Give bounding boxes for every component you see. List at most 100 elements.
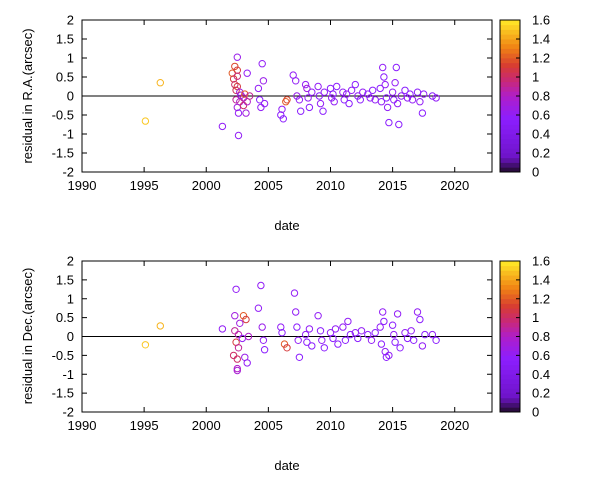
ra-colorbar-band [500, 58, 520, 64]
ra-data-point [328, 94, 336, 102]
dec-data-point [376, 323, 384, 331]
ra-colorbar-tick-label: 1.4 [532, 32, 550, 47]
ra-colorbar-band [500, 67, 520, 73]
ra-colorbar-band [500, 77, 520, 83]
ra-data-point [260, 99, 269, 108]
dec-data-point [339, 323, 347, 331]
dec-colorbar: 0 0.2 0.4 0.6 0.8 1 1.2 1.4 1.6 [499, 254, 550, 420]
ra-data-point [390, 96, 398, 104]
dec-y-tick-label: 0 [67, 329, 74, 344]
ra-data-point [304, 94, 312, 102]
ra-colorbar-band [500, 167, 520, 173]
dec-y-axis-label: residual in Dec.(arcsec) [20, 268, 35, 405]
ra-y-tick-label: -2 [62, 165, 74, 180]
dec-data-point [257, 281, 265, 290]
dec-colorbar-tick-label: 0.8 [532, 329, 550, 344]
dec-colorbar-band [500, 312, 520, 319]
dec-data-point [233, 366, 242, 375]
dec-data-point [421, 330, 429, 339]
ra-colorbar-band [500, 124, 520, 130]
dec-x-tick-label: 2005 [254, 418, 283, 433]
dec-data-point [396, 344, 404, 352]
ra-x-tick-label: 2000 [192, 178, 221, 193]
ra-y-tick-label: -1.5 [52, 146, 74, 161]
ra-data-point [395, 120, 403, 129]
ra-data-point [233, 53, 242, 61]
ra-x-tick-label: 1995 [130, 178, 159, 193]
dec-data-point [364, 330, 372, 339]
dec-scatter-points [141, 281, 440, 375]
ra-data-point [141, 117, 150, 125]
ra-colorbar-band [500, 115, 520, 121]
dec-colorbar-band [500, 383, 520, 389]
dec-colorbar-band [500, 402, 520, 408]
ra-data-point [258, 60, 266, 68]
ra-data-point [339, 88, 347, 96]
dec-data-point [283, 344, 291, 352]
dec-data-point [380, 317, 388, 326]
ra-colorbar-band [500, 20, 520, 26]
dec-data-point [254, 304, 263, 312]
ra-data-point [379, 63, 387, 72]
dec-data-point [388, 321, 397, 329]
dec-data-point [354, 334, 362, 343]
ra-colorbar-band [500, 153, 520, 159]
dec-colorbar-band [500, 397, 520, 403]
dec-data-point [320, 344, 328, 352]
dec-axis-ticks: -2 -1.5 -1 -0.5 0 0.5 1 1.5 2 1990 1995 2000 2005 201… [52, 254, 492, 433]
dec-colorbar-band [500, 350, 520, 356]
dec-y-tick-label: -2 [62, 405, 74, 420]
ra-x-tick-label: 2015 [378, 178, 407, 193]
dec-data-point [314, 312, 322, 320]
ra-data-point [356, 96, 364, 104]
ra-y-tick-label: -1 [62, 127, 74, 142]
ra-colorbar-tick-label: 1.6 [532, 13, 550, 28]
ra-x-tick-label: 2020 [440, 178, 469, 193]
dec-colorbar-band [500, 289, 520, 295]
ra-colorbar-band [500, 34, 520, 40]
ra-x-tick-label: 1990 [68, 178, 97, 193]
ra-data-point [416, 98, 424, 106]
ra-data-point [351, 80, 359, 89]
dec-data-point [294, 336, 302, 344]
ra-data-point [401, 86, 409, 95]
ra-data-point [388, 88, 397, 96]
ra-data-point [308, 88, 316, 96]
ra-colorbar-band [500, 81, 520, 87]
ra-data-point [333, 82, 341, 91]
ra-colorbar-band [500, 129, 520, 135]
ra-colorbar-band [500, 72, 520, 78]
dec-colorbar-band [500, 308, 520, 314]
dec-data-point [316, 327, 325, 335]
dec-data-point [318, 336, 326, 344]
ra-colorbar-band [500, 148, 520, 154]
ra-colorbar-tick-label: 1 [532, 70, 539, 85]
dec-colorbar-band [500, 345, 520, 352]
dec-data-point [407, 327, 415, 335]
dec-data-point [432, 336, 440, 344]
dec-data-point [371, 329, 379, 337]
dec-colorbar-tick-label: 0.2 [532, 386, 550, 401]
dec-colorbar-band [500, 317, 520, 323]
dec-data-point [218, 325, 227, 333]
dec-colorbar-tick-label: 0 [532, 405, 539, 420]
ra-data-point [428, 92, 437, 100]
dec-data-point [233, 364, 242, 373]
dec-data-point [303, 338, 311, 346]
dec-data-point [393, 310, 402, 318]
ra-x-axis-label: date [274, 218, 299, 233]
dec-data-point [334, 340, 342, 348]
ra-x-tick-label: 2010 [316, 178, 345, 193]
dec-colorbar-tick-label: 0.6 [532, 348, 550, 363]
ra-data-point [254, 84, 263, 93]
dec-colorbar-band [500, 279, 520, 285]
dec-colorbar-tick-label: 0.4 [532, 367, 550, 382]
dec-data-point [292, 308, 300, 316]
ra-data-point [234, 131, 243, 140]
dec-data-point [346, 330, 355, 339]
dec-data-point [141, 341, 150, 349]
ra-data-point [246, 92, 254, 100]
ra-data-point [364, 90, 372, 98]
ra-colorbar-band [500, 24, 520, 30]
dec-data-point [229, 351, 238, 360]
